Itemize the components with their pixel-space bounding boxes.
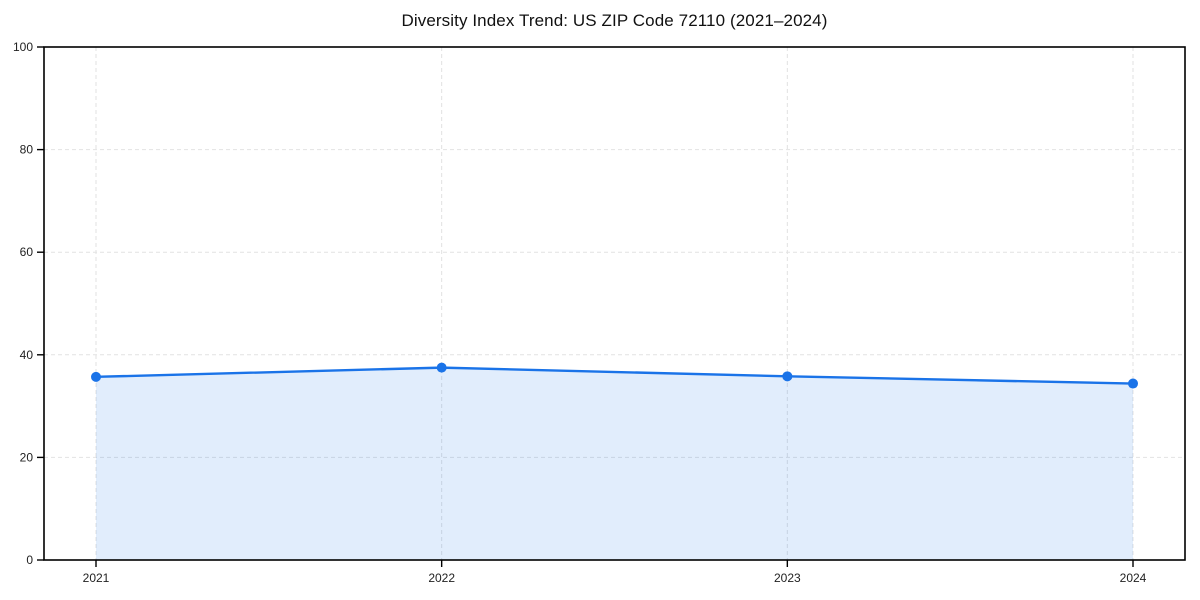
data-point [1128, 378, 1138, 389]
plot-border [43, 46, 1186, 561]
y-tick-label: 80 [20, 143, 34, 157]
data-point [436, 362, 447, 373]
data-line [94, 366, 1135, 385]
x-tick-label: 2023 [774, 571, 801, 585]
x-tick-label: 2022 [428, 571, 455, 585]
chart-title: Diversity Index Trend: US ZIP Code 72110… [401, 11, 828, 30]
x-tick-label: 2021 [83, 571, 110, 585]
area-fill [96, 367, 1133, 560]
y-tick-label: 40 [20, 348, 34, 362]
data-point [782, 371, 793, 382]
y-tick-label: 0 [26, 553, 33, 567]
y-tick-label: 60 [20, 245, 34, 259]
data-point [91, 371, 101, 382]
y-tick-label: 100 [13, 40, 33, 54]
y-tick-label: 20 [20, 450, 34, 464]
x-tick-label: 2024 [1120, 571, 1147, 585]
